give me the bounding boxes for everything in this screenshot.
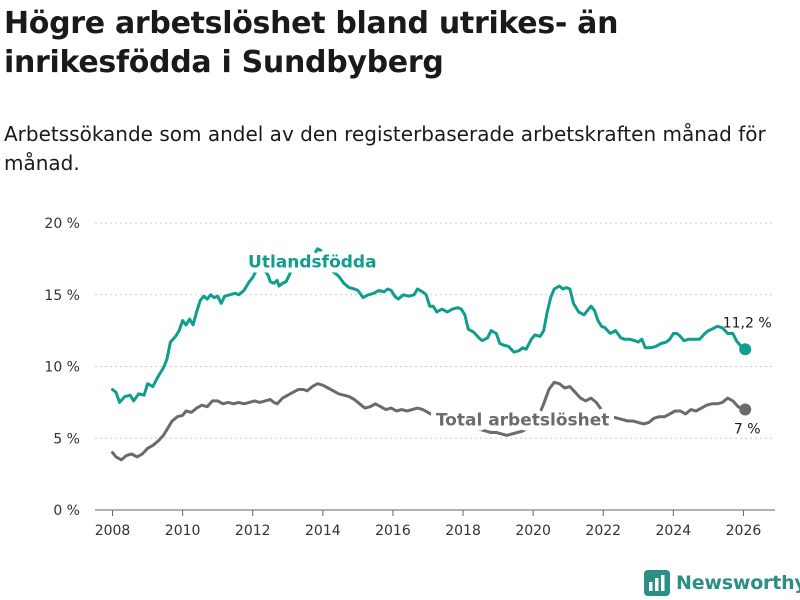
y-axis-labels: 0 % 5 % 10 % 15 % 20 % bbox=[44, 216, 80, 519]
end-value-label: 7 % bbox=[734, 422, 761, 438]
x-tick-label: 2026 bbox=[726, 523, 762, 539]
chart-title: Högre arbetslöshet bland utrikes- än inr… bbox=[4, 6, 619, 80]
x-tick-label: 2020 bbox=[515, 523, 551, 539]
x-tick-label: 2008 bbox=[95, 523, 131, 539]
y-tick-label: 5 % bbox=[53, 431, 80, 447]
chart-subtitle: Arbetssökande som andel av den registerb… bbox=[4, 122, 766, 175]
newsworthy-logo: Newsworthy bbox=[644, 568, 800, 598]
brand-name: Newsworthy bbox=[676, 572, 800, 594]
series-labels: 11,2 % 7 % Utlandsfödda Total arbetslöshet bbox=[243, 247, 772, 438]
y-tick-label: 0 % bbox=[53, 503, 80, 519]
x-axis: 2008 2010 2012 2014 2016 2018 2020 2022 2024 2026 bbox=[95, 510, 762, 539]
series-name-label: Total arbetslöshet bbox=[436, 410, 610, 430]
x-tick-label: 2012 bbox=[235, 523, 271, 539]
end-marker-utlandsfödda bbox=[739, 343, 752, 356]
series-name-label: Utlandsfödda bbox=[248, 252, 377, 272]
x-tick-label: 2018 bbox=[445, 523, 481, 539]
series-line-utlandsfödda bbox=[111, 247, 747, 404]
x-tick-label: 2014 bbox=[305, 523, 341, 539]
end-marker-total-arbetslöshet bbox=[739, 403, 752, 416]
x-tick-label: 2010 bbox=[165, 523, 201, 539]
end-value-label: 11,2 % bbox=[723, 315, 772, 331]
series-lines bbox=[111, 247, 752, 462]
bar-chart-logo-icon bbox=[644, 570, 670, 596]
x-tick-label: 2022 bbox=[585, 523, 621, 539]
y-tick-label: 20 % bbox=[44, 216, 80, 232]
y-tick-label: 15 % bbox=[44, 288, 80, 304]
gridlines bbox=[95, 222, 775, 511]
series-line-total-arbetslöshet bbox=[111, 380, 747, 462]
y-tick-label: 10 % bbox=[44, 360, 80, 376]
x-tick-label: 2024 bbox=[656, 523, 692, 539]
x-tick-label: 2016 bbox=[375, 523, 411, 539]
